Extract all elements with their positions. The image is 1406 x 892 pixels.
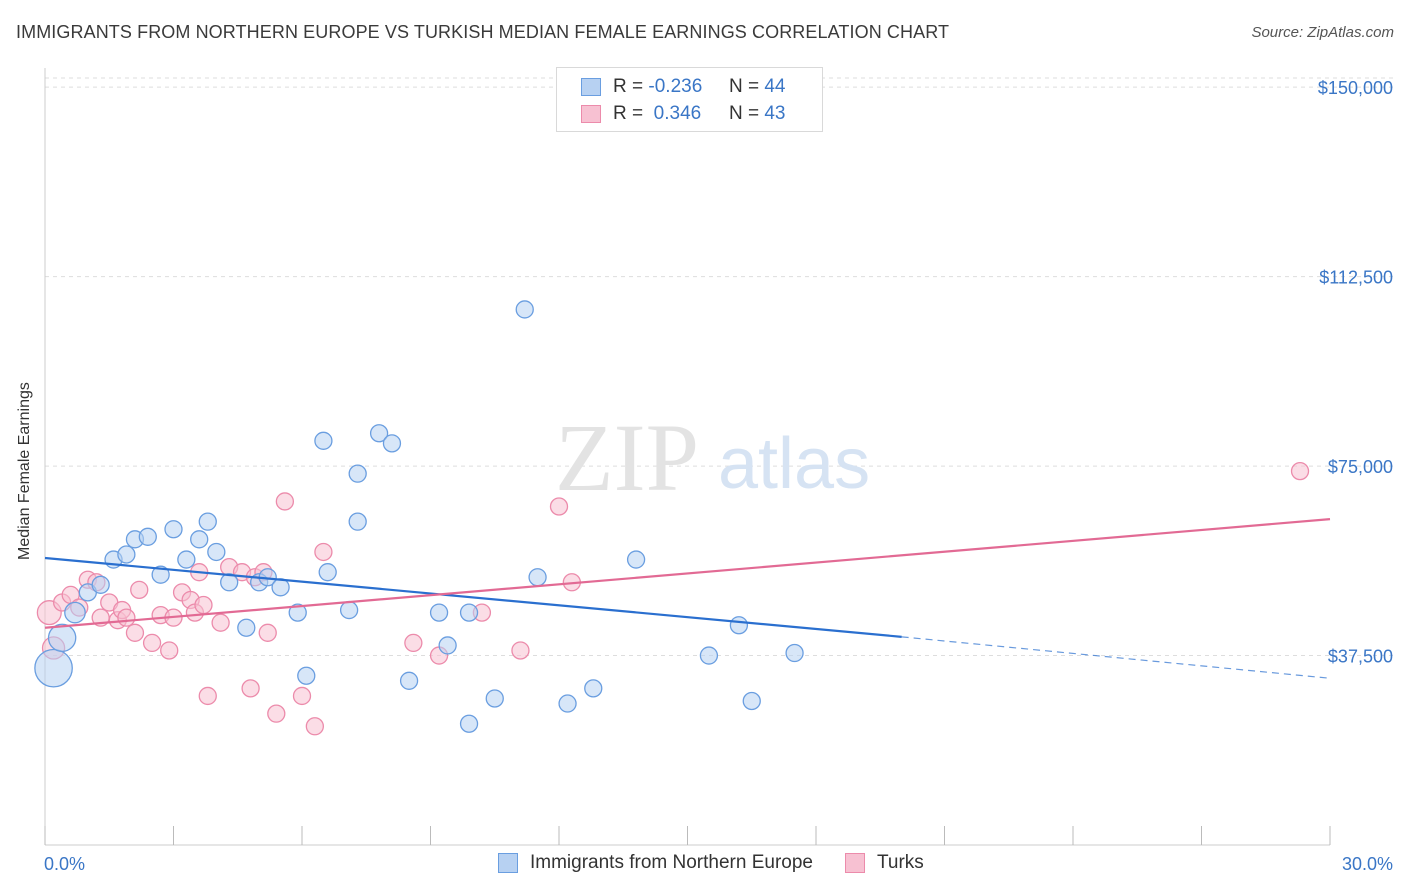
series-immigrants-points <box>34 300 804 733</box>
data-point <box>1290 461 1310 481</box>
data-point <box>117 545 136 564</box>
data-point <box>142 633 162 653</box>
trendline-turks <box>44 518 1331 629</box>
legend-item-immigrants[interactable]: Immigrants from Northern Europe <box>498 852 813 874</box>
data-point <box>267 704 286 723</box>
data-point <box>785 643 804 663</box>
data-point <box>429 603 449 622</box>
data-point <box>438 636 457 655</box>
watermark-atlas: atlas <box>718 424 870 504</box>
data-point <box>404 633 423 653</box>
data-point <box>190 530 209 549</box>
data-point <box>515 300 534 319</box>
data-point <box>528 568 547 587</box>
data-point <box>549 497 569 516</box>
data-point <box>584 679 603 698</box>
legend-label: Immigrants from Northern Europe <box>530 852 813 873</box>
n-label: N = <box>728 103 760 124</box>
data-point <box>194 595 213 615</box>
data-point <box>314 431 333 450</box>
data-point <box>125 623 145 642</box>
legend-row-immigrants: R = -0.236 N = 44 <box>581 76 785 98</box>
data-point <box>220 573 239 592</box>
data-point <box>459 603 479 622</box>
data-point <box>459 714 479 733</box>
data-point <box>177 550 196 569</box>
data-point <box>271 578 290 597</box>
y-tick-label: $75,000 <box>1328 457 1393 477</box>
data-point <box>314 542 333 562</box>
data-point <box>288 603 307 622</box>
legend-swatch-blue <box>498 853 518 873</box>
data-point <box>382 434 402 453</box>
data-point <box>211 613 230 632</box>
x-tick-label: 0.0% <box>44 854 85 874</box>
r-label: R = <box>613 103 644 124</box>
data-point <box>297 666 316 685</box>
n-value: 44 <box>764 76 786 97</box>
data-point <box>258 623 277 642</box>
data-point <box>198 512 217 531</box>
tick-labels: $37,500 $75,000 $112,500 $150,000 0.0% 30.0% <box>44 78 1393 874</box>
data-point <box>742 691 761 711</box>
series-legend: Immigrants from Northern Europe Turks <box>498 852 956 874</box>
legend-row-turks: R = 0.346 N = 43 <box>581 103 785 125</box>
data-point <box>198 686 217 706</box>
r-value: -0.236 <box>648 76 703 97</box>
data-point <box>164 520 183 539</box>
data-point <box>626 550 646 569</box>
data-point <box>241 679 260 698</box>
data-point <box>729 616 749 635</box>
trendline-immigrants <box>44 556 902 638</box>
r-value: 0.346 <box>648 103 702 124</box>
axes <box>44 68 1331 846</box>
correlation-legend: R = -0.236 N = 44 R = 0.346 N = 43 <box>556 67 823 132</box>
source-label: Source: ZipAtlas.com <box>1251 24 1394 41</box>
data-point <box>558 694 577 713</box>
data-point <box>34 648 73 688</box>
data-point <box>699 646 719 665</box>
data-point <box>64 601 86 624</box>
trend-lines <box>44 518 1331 679</box>
legend-swatch-pink <box>845 853 865 873</box>
data-point <box>47 623 77 653</box>
data-point <box>348 512 367 531</box>
data-point <box>207 542 226 562</box>
y-tick-label: $37,500 <box>1328 647 1393 667</box>
data-point <box>237 618 256 637</box>
r-label: R = <box>613 76 644 97</box>
legend-label: Turks <box>877 852 924 873</box>
data-point <box>160 641 179 660</box>
data-point <box>305 717 325 736</box>
data-point <box>485 689 504 708</box>
data-point <box>275 492 295 511</box>
data-point <box>511 641 530 660</box>
data-point <box>91 575 110 594</box>
data-point <box>130 580 149 600</box>
trendline-immigrants-extension <box>901 636 1331 679</box>
legend-swatch-blue <box>581 78 601 96</box>
data-point <box>292 686 312 706</box>
data-point <box>138 527 157 546</box>
watermark: ZIP atlas <box>555 404 870 511</box>
data-point <box>369 424 389 443</box>
chart-title: IMMIGRANTS FROM NORTHERN EUROPE VS TURKI… <box>16 22 950 42</box>
n-label: N = <box>728 76 760 97</box>
data-point <box>348 464 367 483</box>
x-tick-label: 30.0% <box>1342 854 1393 874</box>
legend-item-turks[interactable]: Turks <box>845 852 924 874</box>
legend-swatch-pink <box>581 105 601 123</box>
y-tick-label: $112,500 <box>1319 268 1393 288</box>
data-point <box>151 565 170 584</box>
data-point <box>117 608 136 627</box>
n-value: 43 <box>764 103 786 124</box>
y-tick-label: $150,000 <box>1318 78 1393 98</box>
watermark-zip: ZIP <box>555 404 699 511</box>
data-point <box>318 563 337 582</box>
data-point <box>399 671 419 690</box>
data-point <box>339 600 359 620</box>
